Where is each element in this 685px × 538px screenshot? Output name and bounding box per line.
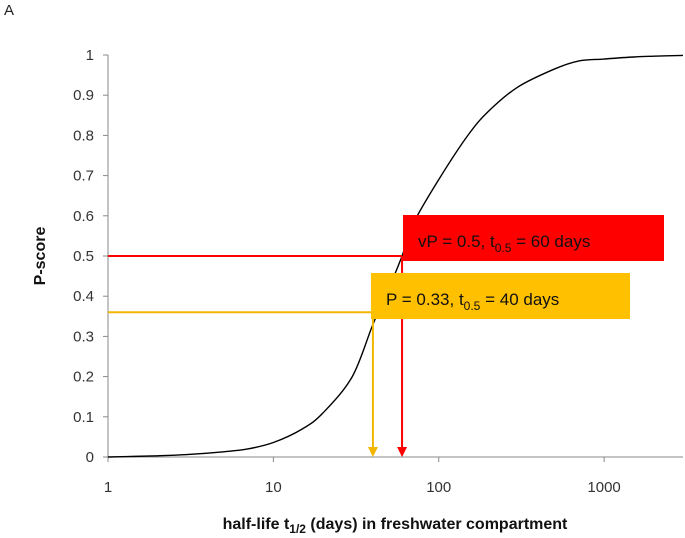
tick-labels: 0 0.1 0.2 0.3 0.4 0.5 0.6 0.7 0.8 0.9 1 1 10 100 1000 xyxy=(73,47,621,496)
y-tick-label: 0.2 xyxy=(73,369,94,386)
p-arrowhead xyxy=(367,447,378,457)
y-tick-label: 0.9 xyxy=(73,87,94,104)
y-tick-label: 1 xyxy=(86,47,94,64)
y-tick-label: 0.1 xyxy=(73,409,94,426)
vp-label-box xyxy=(403,215,664,261)
x-axis-title: half-life t1/2 (days) in freshwater comp… xyxy=(223,516,568,536)
p-label-box xyxy=(371,273,630,319)
y-tick-label: 0.5 xyxy=(73,248,94,265)
y-tick-label: 0 xyxy=(86,449,94,466)
annotation-layer: vP = 0.5, t0.5 = 60 days P = 0.33, t0.5 =… xyxy=(108,215,664,457)
vp-label-text: vP = 0.5, t0.5 = 60 days xyxy=(418,232,590,255)
y-tick-label: 0.8 xyxy=(73,127,94,144)
y-axis-title: P-score xyxy=(32,227,49,286)
y-tick-label: 0.3 xyxy=(73,328,94,345)
y-tick-label: 0.4 xyxy=(73,288,94,305)
x-tick-label: 10 xyxy=(265,479,282,496)
y-tick-label: 0.6 xyxy=(73,208,94,225)
p-label-text: P = 0.33, t0.5 = 40 days xyxy=(386,290,559,313)
y-tick-label: 0.7 xyxy=(73,168,94,185)
panel-label: A xyxy=(4,2,15,19)
x-tick-label: 1000 xyxy=(587,479,620,496)
vp-arrowhead xyxy=(397,447,408,457)
x-tick-label: 100 xyxy=(426,479,451,496)
x-tick-label: 1 xyxy=(104,479,112,496)
axis-titles: half-life t1/2 (days) in freshwater comp… xyxy=(32,227,568,536)
